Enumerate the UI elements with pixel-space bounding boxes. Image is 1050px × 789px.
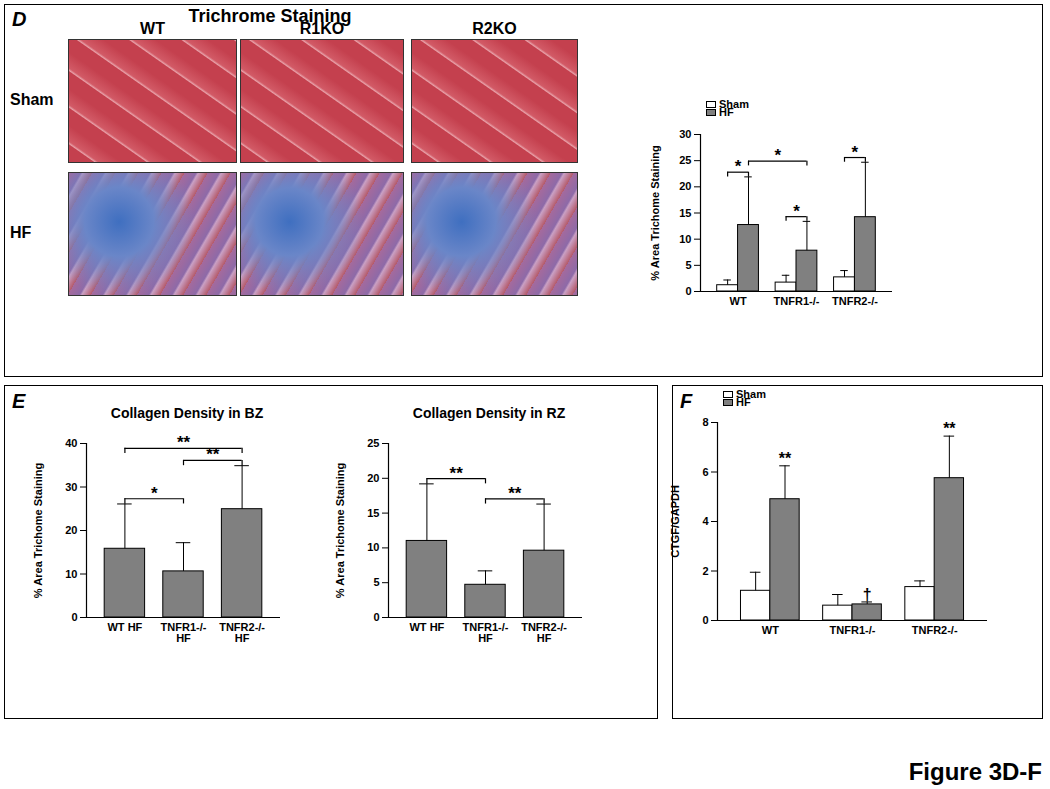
svg-text:0: 0 bbox=[702, 614, 708, 626]
html-text:Sham: Sham bbox=[10, 91, 54, 108]
svg-text:WT: WT bbox=[730, 295, 747, 307]
svg-text:**: ** bbox=[206, 445, 220, 464]
svg-text:*: * bbox=[151, 484, 158, 503]
svg-text:25: 25 bbox=[367, 437, 379, 449]
svg-text:WT HF: WT HF bbox=[107, 621, 142, 633]
svg-text:30: 30 bbox=[679, 128, 691, 140]
svg-text:10: 10 bbox=[679, 233, 691, 245]
html-text:D: D bbox=[12, 8, 27, 30]
svg-text:*: * bbox=[735, 157, 742, 176]
svg-text:5: 5 bbox=[685, 259, 691, 271]
svg-text:25: 25 bbox=[679, 154, 691, 166]
svg-text:10: 10 bbox=[65, 568, 77, 580]
svg-text:†: † bbox=[863, 586, 872, 603]
html-text:Collagen Density in BZ: Collagen Density in BZ bbox=[110, 405, 264, 421]
svg-text:6: 6 bbox=[702, 466, 708, 478]
svg-text:% Area Trichome Staining: % Area Trichome Staining bbox=[32, 463, 44, 598]
svg-text:5: 5 bbox=[373, 576, 379, 588]
svg-text:20: 20 bbox=[367, 472, 379, 484]
svg-text:TNFR2-/-HF: TNFR2-/-HF bbox=[219, 621, 265, 644]
svg-text:*: * bbox=[852, 143, 859, 162]
svg-text:**: ** bbox=[450, 464, 464, 483]
svg-text:2: 2 bbox=[702, 565, 708, 577]
html-text:HF: HF bbox=[719, 106, 734, 118]
svg-text:WT: WT bbox=[762, 624, 779, 636]
html-text:Sham: Sham bbox=[736, 388, 766, 400]
svg-text:**: ** bbox=[943, 420, 956, 437]
svg-text:TNFR1-/-HF: TNFR1-/-HF bbox=[161, 621, 207, 644]
svg-text:TNFR2-/-: TNFR2-/- bbox=[832, 295, 878, 307]
svg-text:% Area Trichome Staining: % Area Trichome Staining bbox=[649, 145, 661, 280]
svg-text:TNFR2-/-HF: TNFR2-/-HF bbox=[521, 621, 567, 644]
svg-text:**: ** bbox=[508, 484, 522, 503]
html-text:Sham: Sham bbox=[719, 98, 749, 110]
svg-text:10: 10 bbox=[367, 541, 379, 553]
svg-text:40: 40 bbox=[65, 437, 77, 449]
svg-text:0: 0 bbox=[71, 611, 77, 623]
html-text:E: E bbox=[12, 390, 26, 412]
svg-text:**: ** bbox=[779, 450, 792, 467]
svg-text:*: * bbox=[793, 202, 800, 221]
svg-text:CTGF/GAPDH: CTGF/GAPDH bbox=[669, 485, 681, 558]
html-text:R1KO: R1KO bbox=[299, 20, 345, 37]
svg-text:TNFR1-/-HF: TNFR1-/-HF bbox=[463, 621, 509, 644]
html-text:Trichrome Staining: Trichrome Staining bbox=[188, 6, 352, 26]
svg-text:WT HF: WT HF bbox=[409, 621, 444, 633]
svg-text:8: 8 bbox=[702, 416, 708, 428]
html-text:HF: HF bbox=[736, 396, 751, 408]
svg-text:4: 4 bbox=[702, 515, 709, 527]
svg-text:TNFR1-/-: TNFR1-/- bbox=[830, 624, 876, 636]
html-text:F: F bbox=[680, 390, 693, 412]
svg-text:20: 20 bbox=[679, 180, 691, 192]
svg-text:15: 15 bbox=[367, 507, 379, 519]
html-text:HF: HF bbox=[10, 224, 32, 241]
svg-text:% Area Trichome Staining: % Area Trichome Staining bbox=[334, 463, 346, 598]
svg-text:15: 15 bbox=[679, 207, 691, 219]
svg-text:**: ** bbox=[177, 433, 191, 452]
svg-text:20: 20 bbox=[65, 524, 77, 536]
html-text:WT: WT bbox=[140, 20, 165, 37]
html-text:Collagen Density in RZ: Collagen Density in RZ bbox=[412, 405, 566, 421]
html-text:R2KO: R2KO bbox=[472, 20, 517, 37]
svg-text:TNFR1-/-: TNFR1-/- bbox=[774, 295, 820, 307]
svg-text:*: * bbox=[774, 146, 781, 165]
svg-text:30: 30 bbox=[65, 481, 77, 493]
html-text:Figure 3D-F: Figure 3D-F bbox=[908, 758, 1042, 785]
svg-text:0: 0 bbox=[373, 611, 379, 623]
svg-text:TNFR2-/-: TNFR2-/- bbox=[912, 624, 958, 636]
svg-text:0: 0 bbox=[685, 285, 691, 297]
